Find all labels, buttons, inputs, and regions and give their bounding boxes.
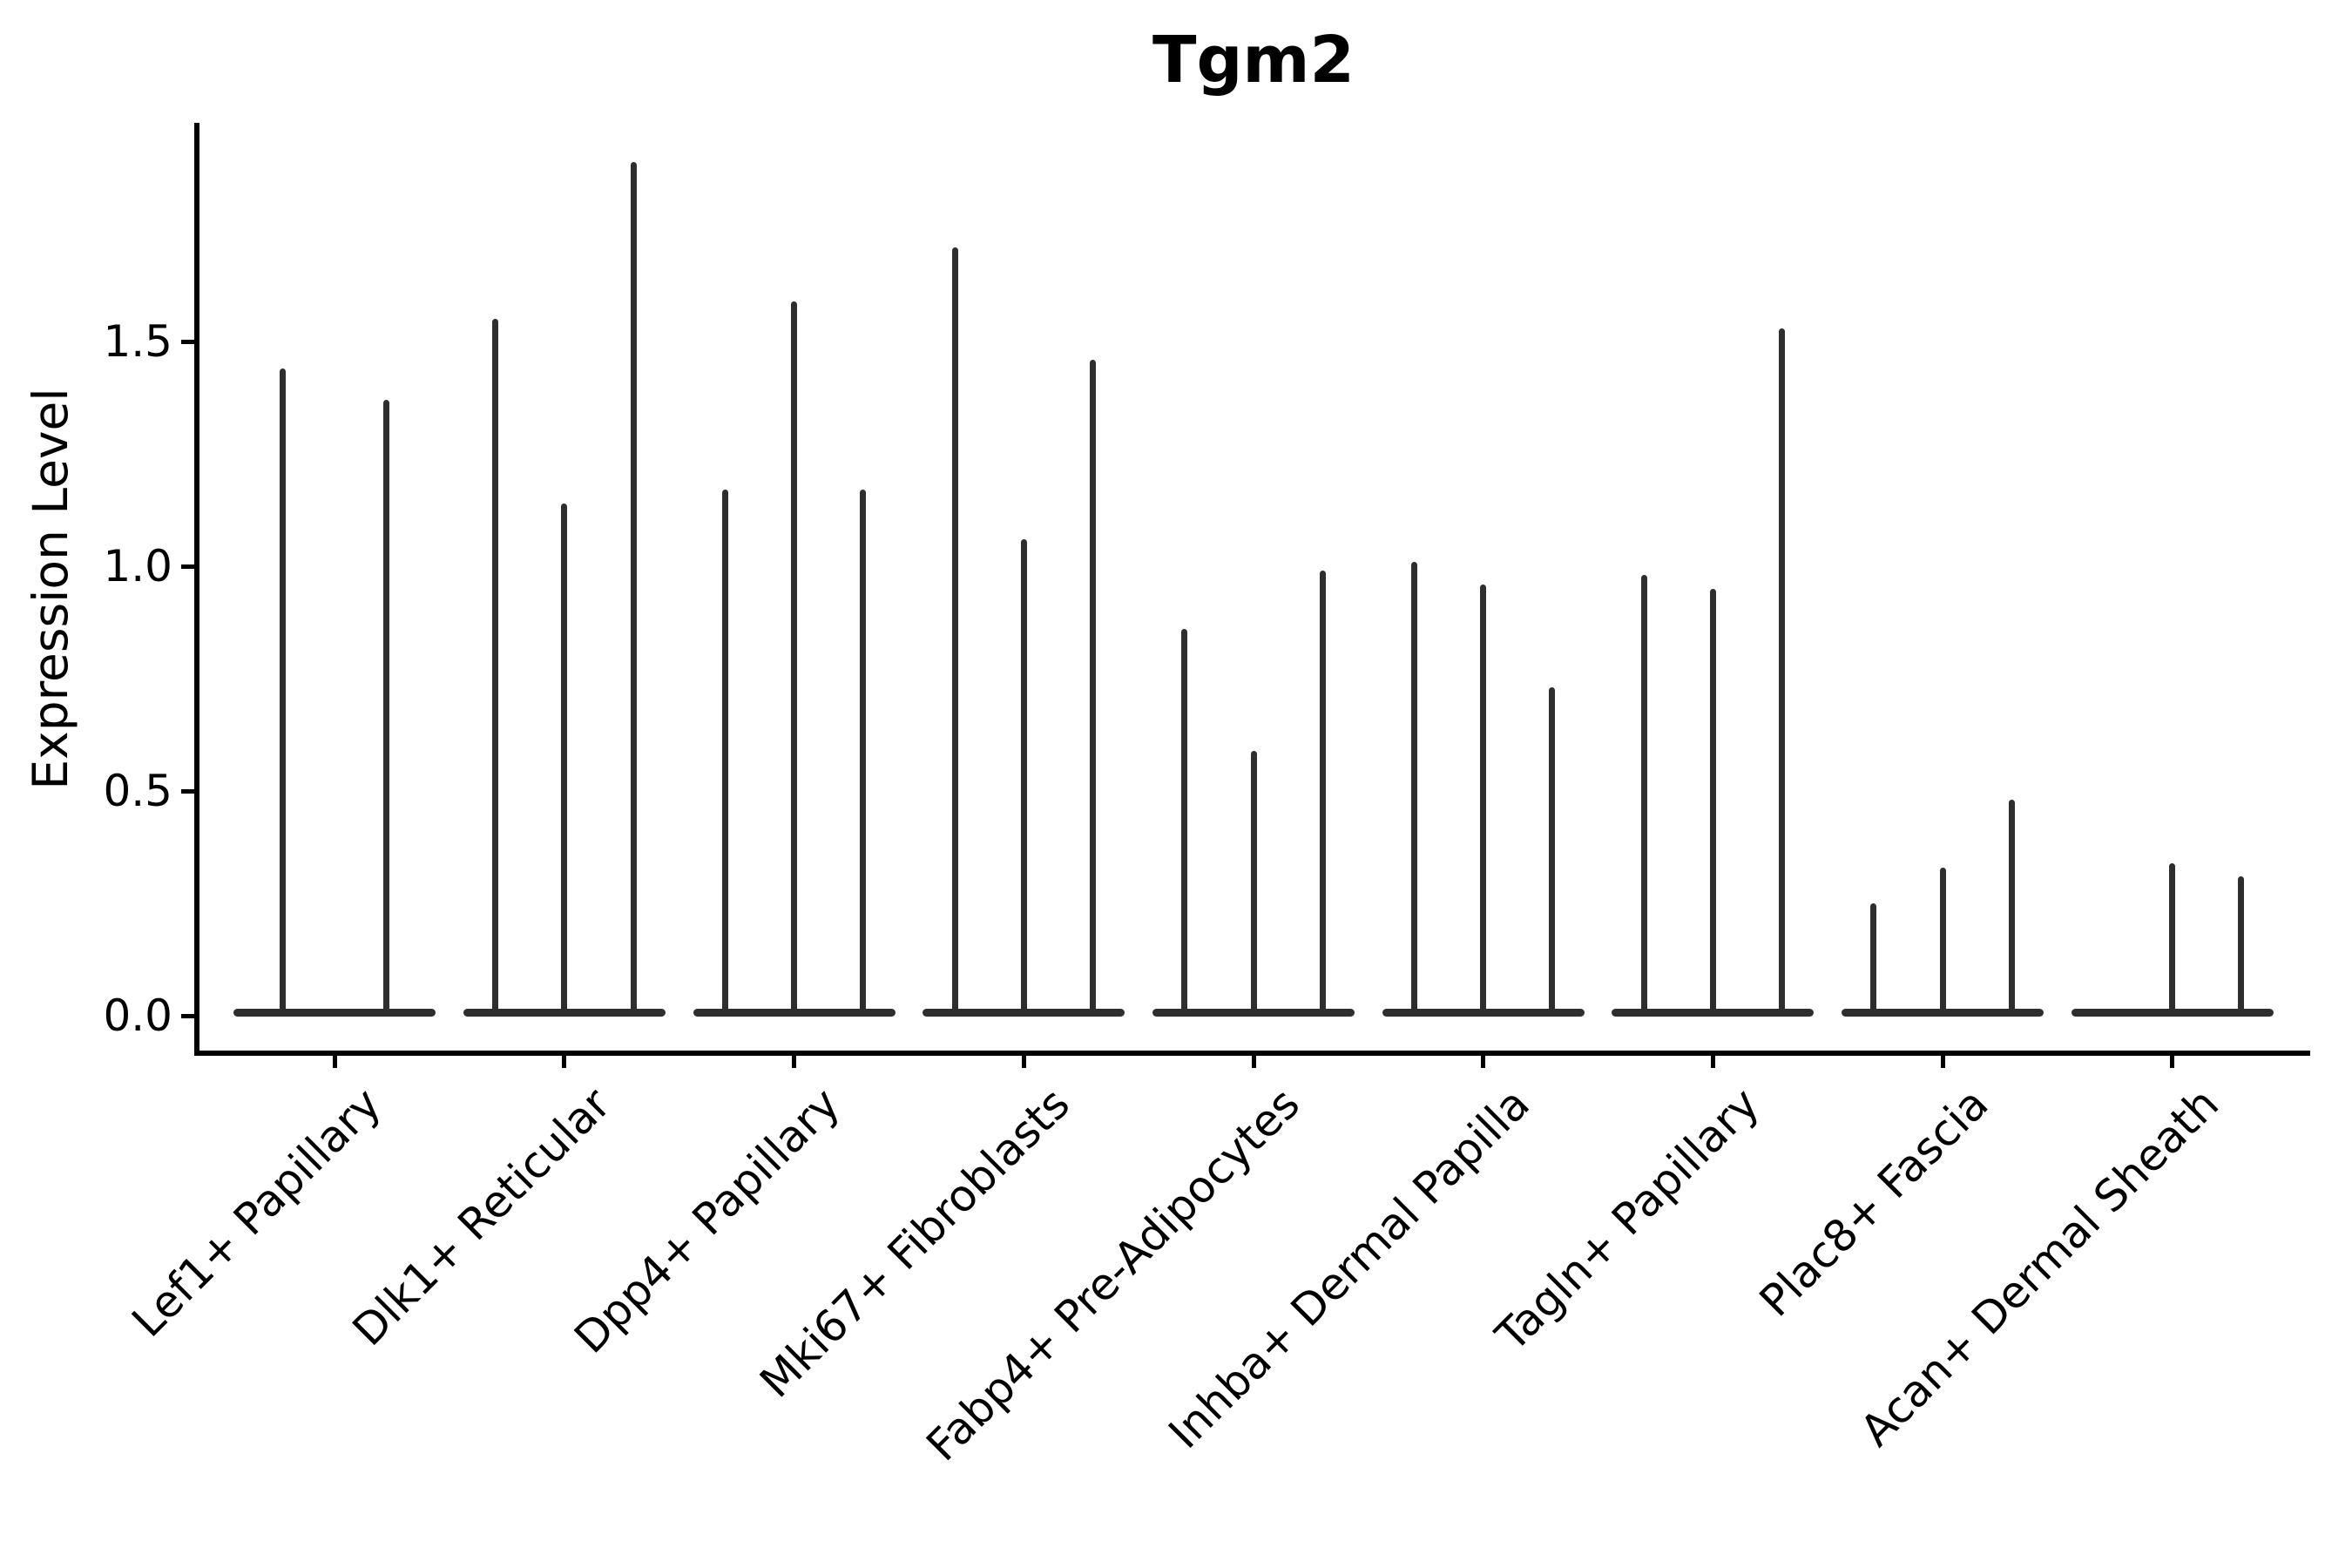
chart-title: Tgm2 xyxy=(1152,23,1355,98)
violin-spike xyxy=(1089,359,1096,1013)
violin-spike xyxy=(1250,750,1257,1013)
violin-spike xyxy=(1939,867,1946,1013)
violin-spike xyxy=(561,503,568,1013)
x-tick xyxy=(2170,1051,2175,1068)
x-tick xyxy=(792,1051,797,1068)
x-tick xyxy=(1251,1051,1256,1068)
violin-spike xyxy=(1020,539,1027,1013)
x-tick xyxy=(1021,1051,1026,1068)
x-tick-label: Fabp4+ Pre-Adipocytes xyxy=(916,1078,1309,1471)
violin-spike xyxy=(1779,328,1785,1013)
violin-spike xyxy=(791,301,798,1013)
violin-spike xyxy=(1411,561,1418,1013)
x-tick-label: Dlk1+ Reticular xyxy=(342,1078,620,1356)
violin-spike xyxy=(860,490,867,1013)
violin-spike xyxy=(2238,876,2245,1013)
violin-spike xyxy=(1181,629,1188,1013)
x-tick xyxy=(562,1051,567,1068)
violin-spike xyxy=(722,490,728,1013)
x-tick xyxy=(332,1051,337,1068)
violin-spike xyxy=(1709,588,1716,1013)
y-tick xyxy=(181,564,197,569)
violin-spike xyxy=(383,400,390,1013)
y-tick xyxy=(181,339,197,344)
violin-spike xyxy=(1480,584,1487,1013)
violin-spike xyxy=(280,368,287,1013)
violin-spike xyxy=(1319,571,1326,1013)
y-tick-label: 0.5 xyxy=(103,766,172,816)
y-tick-label: 0.0 xyxy=(103,990,172,1041)
violin-spike xyxy=(1640,575,1647,1013)
violin-spike xyxy=(630,161,637,1013)
y-tick-label: 1.0 xyxy=(103,541,172,591)
violin-spike xyxy=(2008,800,2015,1013)
x-tick-label: Lef1+ Papillary xyxy=(122,1078,391,1347)
left-spine xyxy=(194,123,199,1056)
y-tick-label: 1.5 xyxy=(103,316,172,367)
y-tick xyxy=(181,1013,197,1018)
violin-spike xyxy=(1870,903,1877,1013)
x-tick xyxy=(1710,1051,1715,1068)
violin-spike xyxy=(2169,862,2176,1013)
y-axis-label: Expression Level xyxy=(23,388,78,790)
violin-spike xyxy=(951,247,958,1013)
x-tick xyxy=(1940,1051,1945,1068)
violin-spike xyxy=(1549,687,1556,1013)
violin-baseline xyxy=(233,1009,436,1017)
violin-spike xyxy=(492,319,499,1013)
x-tick-label: Plac8+ Fascia xyxy=(1750,1078,1998,1327)
y-tick xyxy=(181,788,197,794)
x-tick xyxy=(1481,1051,1486,1068)
